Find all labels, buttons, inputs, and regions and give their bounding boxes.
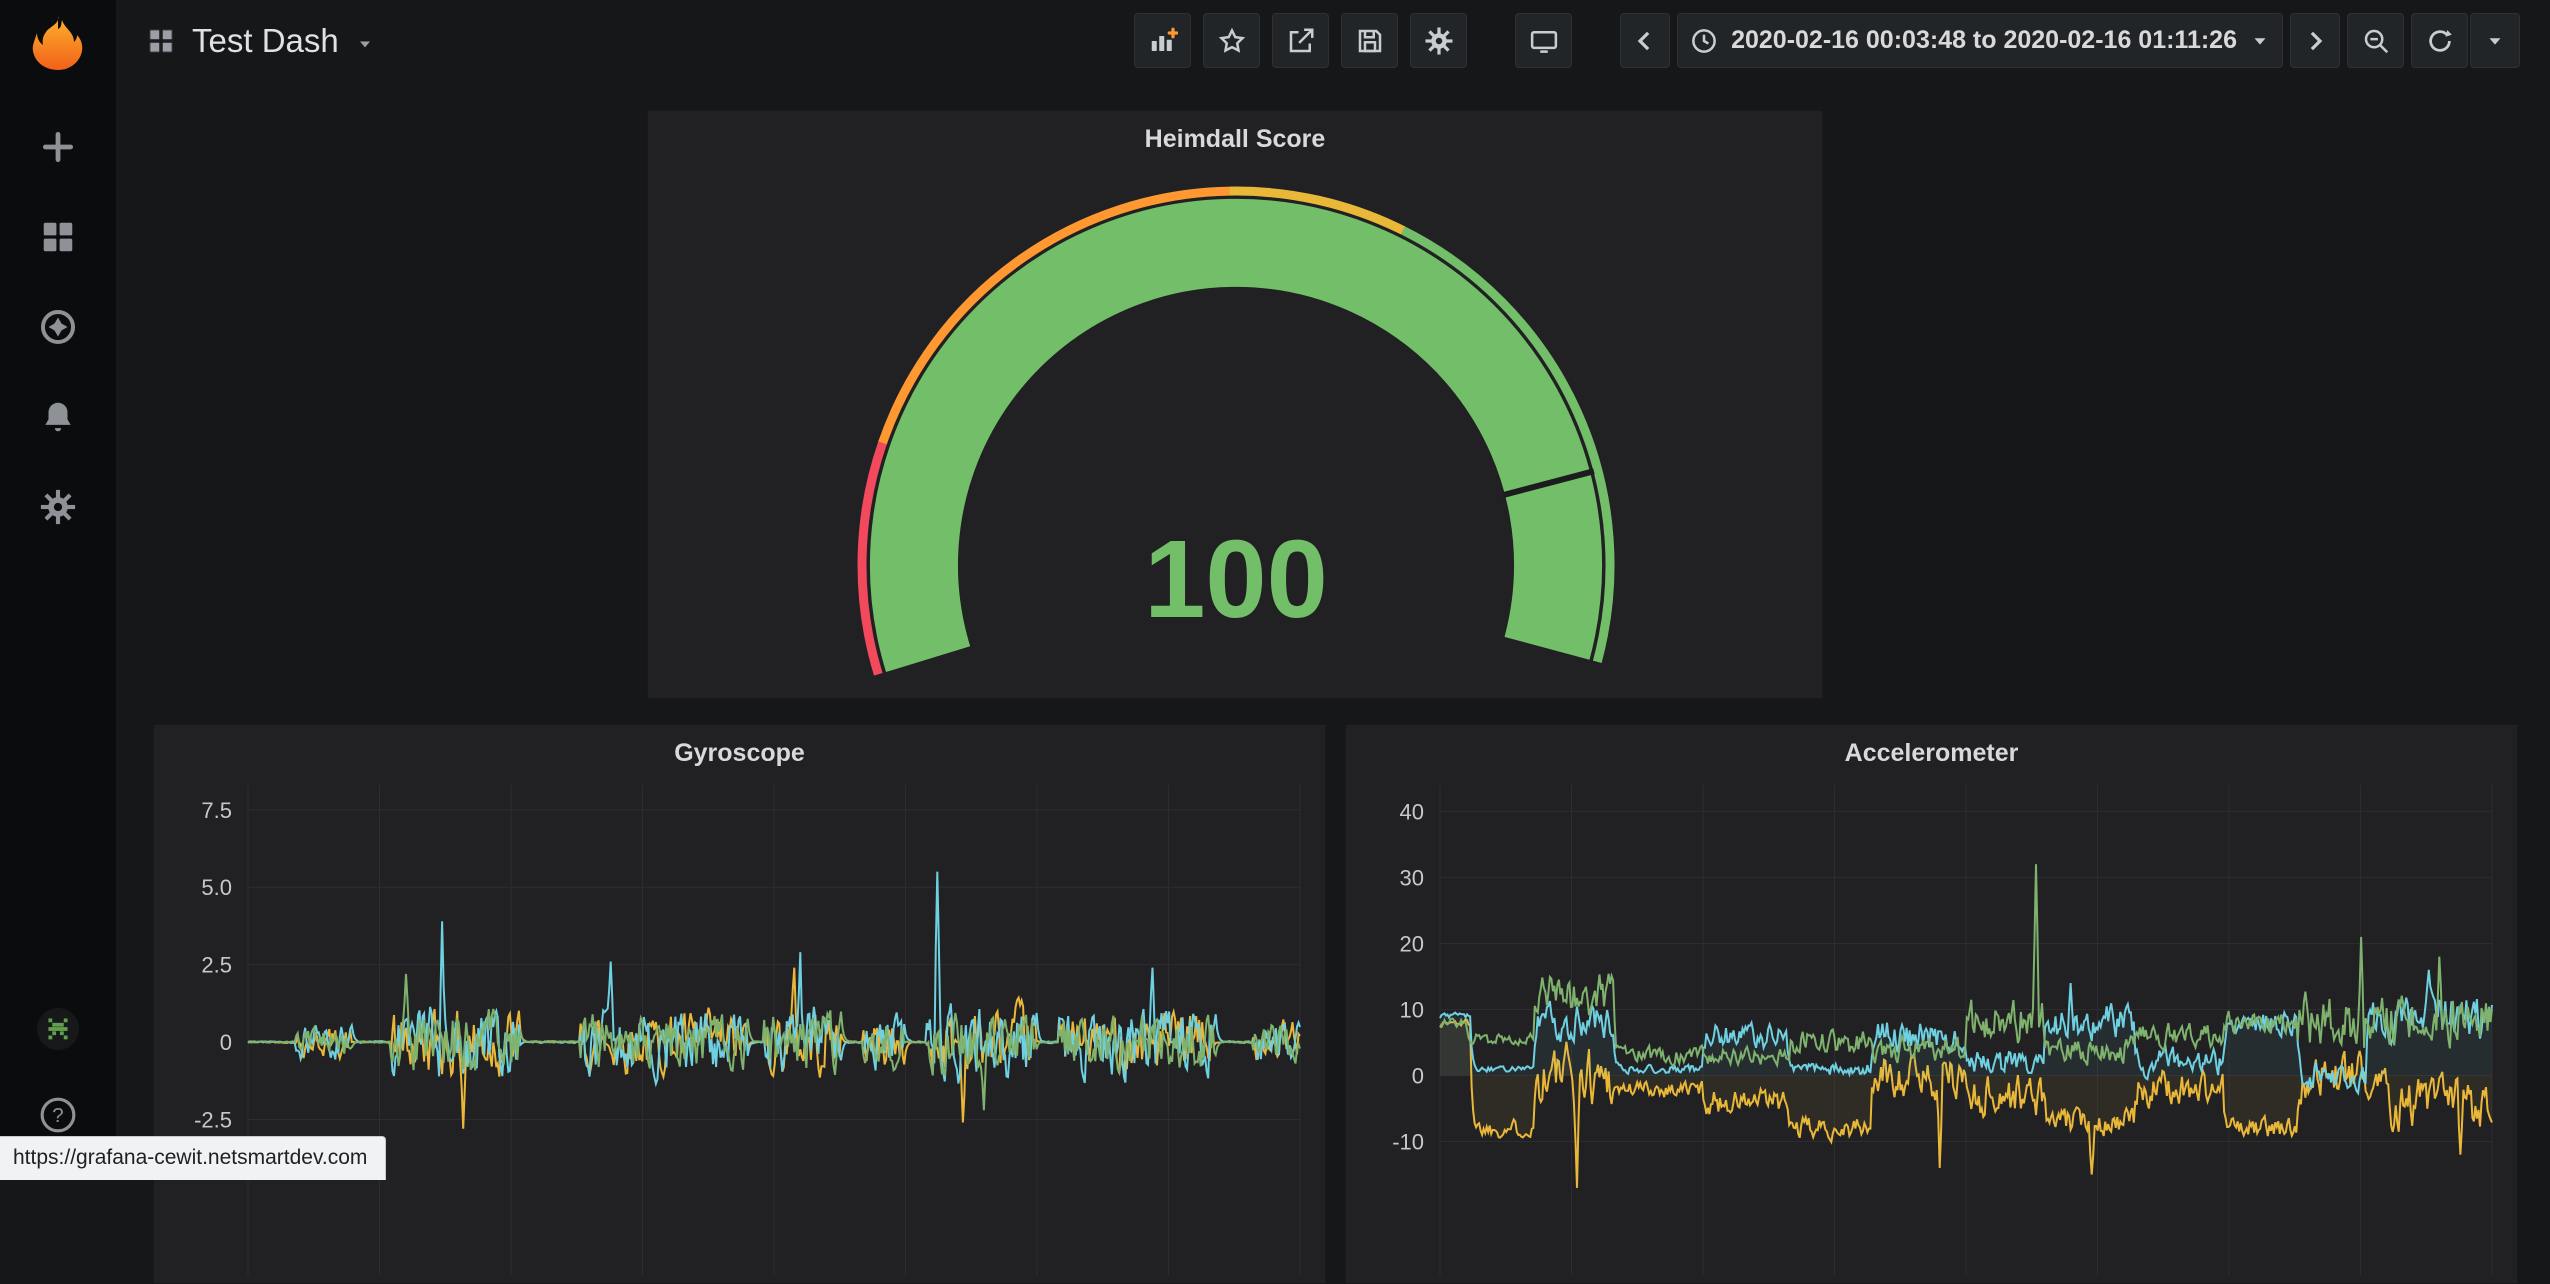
grafana-logo[interactable]	[0, 0, 116, 88]
svg-text:0: 0	[220, 1030, 232, 1055]
svg-text:40: 40	[1400, 799, 1424, 824]
svg-text:10: 10	[1400, 998, 1424, 1023]
magnifier-minus-icon	[2361, 26, 2391, 56]
navbar-actions: 2020-02-16 00:03:48 to 2020-02-16 01:11:…	[1134, 13, 2520, 68]
gear-icon	[1424, 26, 1454, 56]
svg-text:-2.5: -2.5	[194, 1108, 232, 1133]
sidebar-item-create[interactable]	[26, 116, 90, 178]
sidebar-item-dashboards[interactable]	[26, 206, 90, 268]
panel-heimdall-score: Heimdall Score 100	[647, 110, 1823, 699]
save-button[interactable]	[1341, 13, 1398, 68]
refresh-interval-button[interactable]	[2470, 13, 2520, 68]
zoom-out-button[interactable]	[2347, 13, 2404, 68]
tv-icon	[1529, 26, 1559, 56]
grafana-logo-icon	[26, 12, 90, 76]
refresh-icon	[2425, 26, 2455, 56]
time-controls: 2020-02-16 00:03:48 to 2020-02-16 01:11:…	[1620, 13, 2520, 68]
caret-down-icon	[2249, 30, 2271, 52]
dashboard-settings-button[interactable]	[1410, 13, 1467, 68]
svg-text:100: 100	[1144, 518, 1328, 641]
svg-text:?: ?	[52, 1104, 63, 1127]
cycle-view-mode-button[interactable]	[1515, 13, 1572, 68]
svg-text:-10: -10	[1392, 1130, 1424, 1155]
save-icon	[1355, 26, 1385, 56]
gauge-chart: 100	[648, 111, 1823, 699]
plus-icon	[39, 128, 77, 166]
time-back-button[interactable]	[1620, 13, 1670, 68]
caret-down-icon	[355, 34, 375, 54]
chevron-right-icon	[2300, 26, 2330, 56]
bell-icon	[39, 398, 77, 436]
sidebar-item-alerting[interactable]	[26, 386, 90, 448]
question-circle-icon: ?	[39, 1096, 77, 1134]
refresh-button[interactable]	[2411, 13, 2468, 68]
time-forward-button[interactable]	[2290, 13, 2340, 68]
svg-text:5.0: 5.0	[201, 875, 232, 900]
svg-text:30: 30	[1400, 865, 1424, 890]
svg-text:20: 20	[1400, 932, 1424, 957]
svg-text:0: 0	[1412, 1064, 1424, 1089]
share-icon	[1286, 26, 1316, 56]
sidebar: ?	[0, 0, 116, 1180]
status-link-preview: https://grafana-cewit.netsmartdev.com	[0, 1136, 386, 1180]
star-icon	[1217, 26, 1247, 56]
time-range-text: 2020-02-16 00:03:48 to 2020-02-16 01:11:…	[1731, 26, 2237, 55]
gear-icon	[39, 488, 77, 526]
clock-icon	[1689, 26, 1719, 56]
caret-down-icon	[2484, 30, 2506, 52]
dashboard-title-button[interactable]: Test Dash	[146, 22, 375, 60]
time-range-picker-button[interactable]: 2020-02-16 00:03:48 to 2020-02-16 01:11:…	[1677, 13, 2283, 68]
svg-text:7.5: 7.5	[201, 798, 232, 823]
add-panel-icon	[1148, 26, 1178, 56]
user-avatar	[35, 1006, 81, 1052]
chevron-left-icon	[1630, 26, 1660, 56]
compass-icon	[39, 308, 77, 346]
panel-gyroscope: Gyroscope 7.5 5.0 2.5 0 -2.5	[153, 724, 1326, 1284]
star-button[interactable]	[1203, 13, 1260, 68]
gyroscope-chart: 7.5 5.0 2.5 0 -2.5	[160, 775, 1320, 1275]
sidebar-item-explore[interactable]	[26, 296, 90, 358]
sidebar-item-configuration[interactable]	[26, 476, 90, 538]
panel-title[interactable]: Accelerometer	[1346, 725, 2517, 768]
four-squares-icon	[146, 26, 176, 56]
accelerometer-chart: 40 30 20 10 0 -10	[1352, 775, 2512, 1275]
add-panel-button[interactable]	[1134, 13, 1191, 68]
sidebar-item-profile[interactable]	[26, 998, 90, 1060]
four-squares-icon	[39, 218, 77, 256]
refresh-group	[2411, 13, 2520, 68]
dashboard-title: Test Dash	[192, 22, 339, 60]
navbar: Test Dash	[116, 0, 2550, 81]
svg-text:2.5: 2.5	[201, 953, 232, 978]
panel-title[interactable]: Gyroscope	[154, 725, 1325, 768]
share-button[interactable]	[1272, 13, 1329, 68]
panel-title[interactable]: Heimdall Score	[648, 111, 1822, 154]
panel-accelerometer: Accelerometer 40 30 20 10 0 -10	[1345, 724, 2518, 1284]
